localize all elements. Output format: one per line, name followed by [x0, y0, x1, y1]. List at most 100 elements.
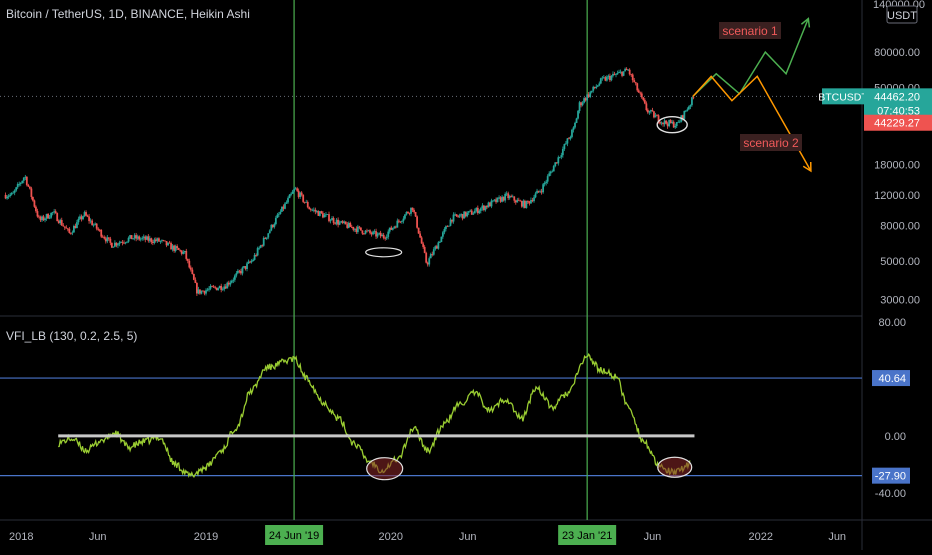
candle-body-385	[589, 92, 592, 97]
candle-body-261	[400, 221, 403, 223]
candle-body-75	[118, 242, 121, 245]
candle-body-331	[507, 193, 510, 199]
candle-body-73	[115, 242, 118, 246]
candle-body-249	[382, 234, 385, 238]
candle-body-302	[463, 211, 466, 219]
candle-body-77	[121, 242, 124, 243]
candle-body-113	[176, 246, 179, 249]
candle-body-216	[332, 218, 335, 223]
candle-body-436	[666, 123, 669, 127]
candle-body-90	[141, 237, 144, 239]
candle-body-15	[27, 184, 30, 187]
candle-body-284	[435, 246, 438, 249]
candle-body-17	[30, 188, 33, 197]
candle-body-217	[334, 222, 336, 224]
candle-body-146	[226, 282, 229, 289]
candle-body-52	[83, 212, 86, 217]
scenario-1-label-bg	[719, 22, 781, 39]
candle-body-327	[501, 196, 504, 202]
candle-body-207	[318, 211, 321, 216]
candle-body-415	[634, 82, 637, 84]
currency-badge[interactable]	[886, 5, 918, 24]
candle-body-431	[659, 122, 661, 124]
candle-body-82	[129, 235, 131, 238]
candle-body-119	[185, 250, 188, 259]
candle-body-70	[110, 242, 113, 248]
candle-body-308	[472, 213, 475, 215]
candle-body-69	[109, 238, 112, 243]
candle-body-314	[481, 205, 484, 209]
candle-body-404	[618, 71, 620, 73]
candle-body-279	[428, 258, 431, 265]
price-tick-3: 18000.00	[874, 159, 920, 171]
scenario-1-label: scenario 1	[722, 24, 778, 38]
candle-body-291	[446, 226, 449, 228]
candle-body-244	[375, 231, 377, 237]
candle-body-105	[164, 240, 166, 242]
candle-body-87	[136, 236, 139, 239]
candle-body-416	[636, 83, 639, 91]
candle-body-2	[7, 196, 10, 197]
candle-body-370	[566, 138, 569, 144]
candle-body-86	[135, 235, 138, 239]
candle-body-181	[279, 211, 282, 214]
price-tick-4: 12000.00	[874, 190, 920, 202]
candle-body-320	[490, 200, 493, 207]
candle-body-177	[273, 224, 276, 228]
price-low-ellipse-1	[365, 247, 403, 258]
candle-body-441	[674, 126, 677, 128]
candle-body-139	[215, 287, 218, 291]
candle-body-99	[154, 239, 157, 242]
candle-body-100	[156, 238, 159, 242]
candle-body-56	[89, 220, 92, 222]
candle-body-58	[92, 224, 95, 226]
candle-body-120	[186, 258, 189, 261]
candle-body-166	[256, 248, 259, 256]
candle-body-259	[397, 220, 400, 222]
candle-body-200	[308, 207, 311, 210]
candle-body-432	[660, 122, 663, 124]
candle-body-108	[168, 242, 171, 244]
candle-body-293	[449, 219, 452, 226]
candle-body-401	[613, 73, 616, 75]
candle-body-427	[653, 111, 655, 118]
candle-body-114	[177, 248, 180, 250]
candle-body-380	[581, 102, 584, 106]
candle-body-262	[402, 218, 405, 222]
candle-body-381	[583, 98, 586, 103]
candle-body-383	[586, 94, 589, 101]
candle-body-418	[639, 92, 642, 94]
candle-body-54	[86, 215, 89, 217]
candle-body-155	[240, 271, 242, 274]
candle-body-349	[534, 193, 537, 198]
candle-body-35	[57, 221, 60, 224]
candle-body-363	[555, 162, 558, 164]
candle-body-405	[619, 71, 622, 73]
candle-body-266	[408, 213, 411, 214]
candle-body-19	[33, 200, 36, 207]
candle-body-18	[32, 196, 34, 201]
candle-body-178	[274, 217, 277, 225]
candle-body-117	[182, 252, 185, 254]
candle-body-334	[511, 196, 514, 198]
candle-body-312	[478, 210, 481, 214]
candle-body-218	[335, 219, 338, 224]
candle-body-230	[353, 228, 356, 230]
candle-body-444	[678, 121, 681, 123]
candle-body-450	[687, 106, 690, 110]
candle-body-128	[199, 289, 201, 294]
candle-body-153	[236, 270, 239, 274]
candle-body-384	[587, 94, 590, 97]
candle-body-295	[452, 214, 455, 222]
candle-body-116	[180, 250, 183, 254]
candle-body-226	[347, 222, 350, 228]
candle-body-372	[569, 136, 572, 139]
candle-body-208	[320, 211, 323, 214]
candle-body-254	[390, 227, 393, 230]
candle-body-371	[568, 138, 570, 140]
vfi-tag-bg-3	[872, 467, 910, 484]
candle-body-10	[19, 182, 22, 184]
candle-body-92	[144, 236, 147, 240]
